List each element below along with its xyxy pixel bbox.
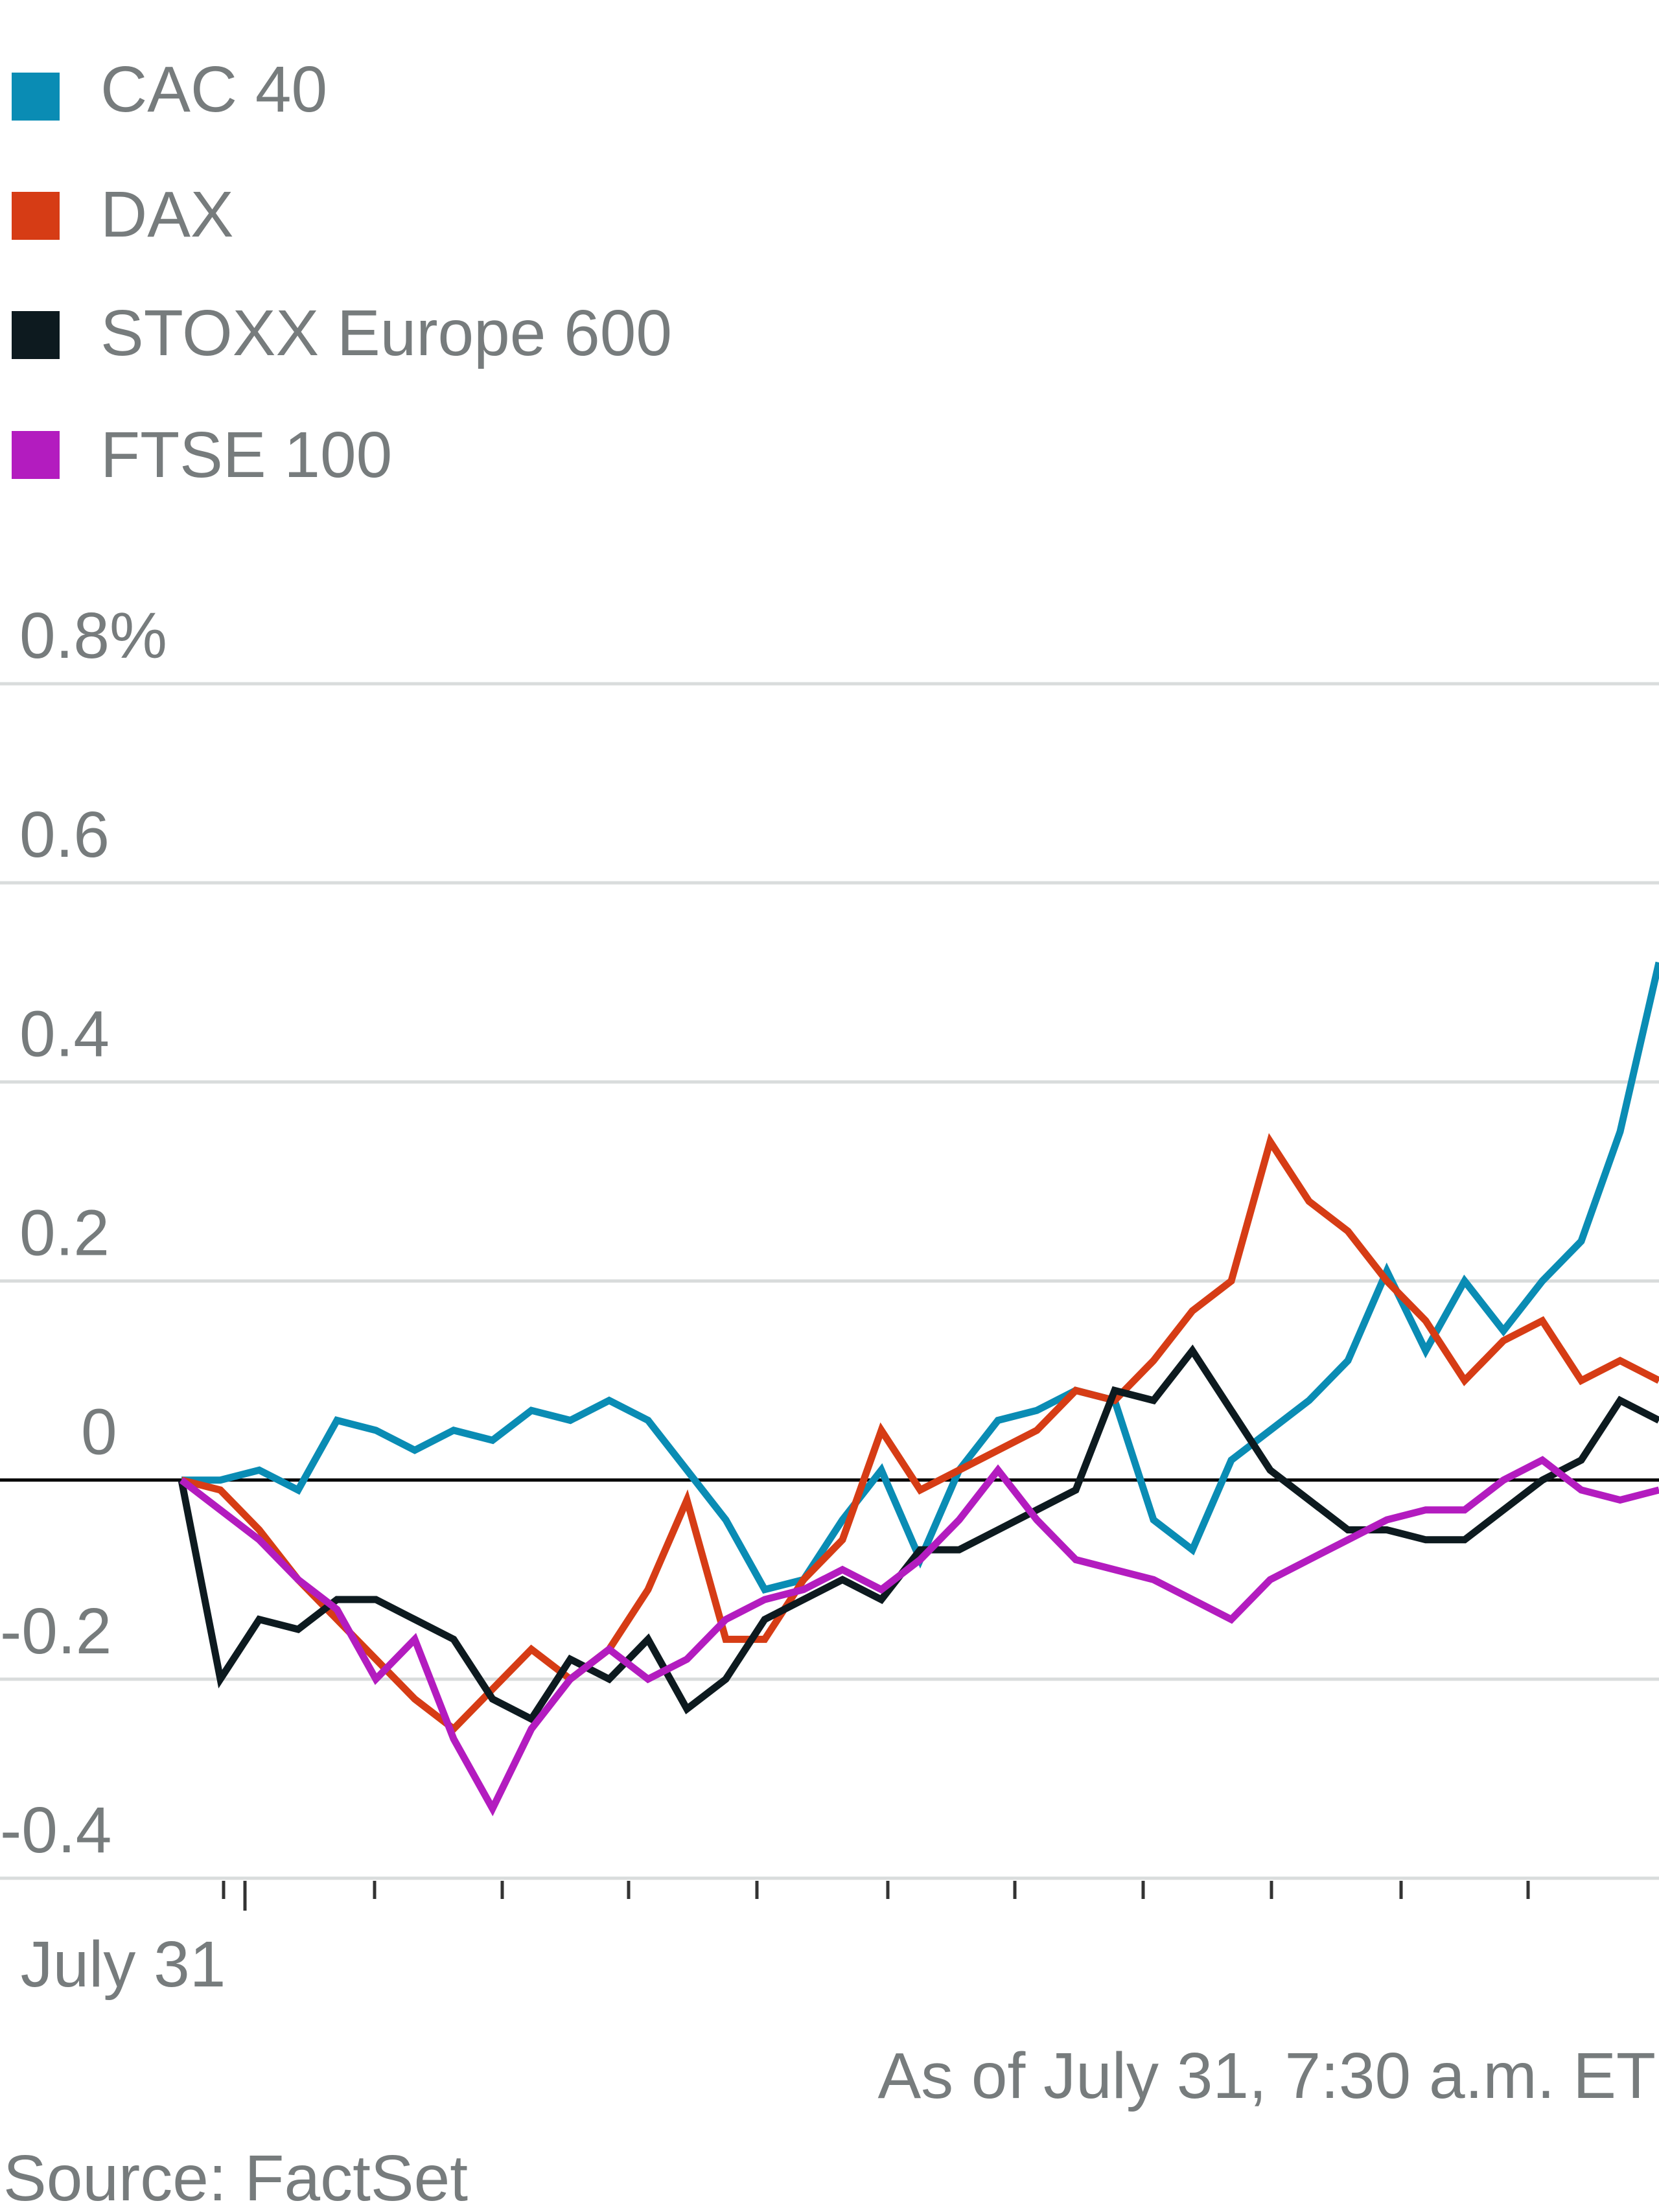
series-line: [181, 961, 1659, 1594]
legend-item: DAX: [12, 178, 234, 251]
series-line: [178, 1344, 1659, 1724]
legend-item: STOXX Europe 600: [12, 297, 672, 369]
y-tick-label: -0.4: [0, 1794, 111, 1867]
legend: CAC 40 DAX STOXX Europe 600 FTSE 100: [12, 53, 672, 491]
legend-label: FTSE 100: [100, 419, 392, 491]
y-tick-label: 0.2: [19, 1197, 110, 1270]
legend-swatch: [12, 311, 60, 359]
x-ticks: [222, 1881, 1530, 1911]
gridlines: [0, 682, 1659, 1880]
series-lines: [178, 961, 1659, 1817]
y-tick-label: -0.2: [0, 1595, 111, 1668]
legend-swatch: [12, 431, 60, 479]
y-tick-label: 0: [81, 1396, 117, 1469]
y-tick-label: 0.8%: [19, 600, 167, 672]
legend-item: CAC 40: [12, 53, 327, 126]
legend-label: DAX: [100, 178, 234, 251]
series-line: [180, 1133, 1659, 1734]
legend-label: STOXX Europe 600: [100, 297, 672, 369]
source-note: Source: FactSet: [3, 2142, 468, 2212]
legend-swatch: [12, 192, 60, 240]
legend-item: FTSE 100: [12, 419, 392, 491]
legend-label: CAC 40: [100, 53, 327, 126]
y-tick-labels: 0.8% 0.6 0.4 0.2 0 -0.2 -0.4: [0, 600, 167, 1867]
as-of-note: As of July 31, 7:30 a.m. ET: [877, 2040, 1656, 2112]
y-tick-label: 0.6: [19, 798, 110, 871]
series-line: [179, 1456, 1659, 1817]
y-tick-label: 0.4: [19, 997, 110, 1070]
legend-swatch: [12, 73, 60, 121]
x-tick-label: July 31: [21, 1928, 226, 2001]
